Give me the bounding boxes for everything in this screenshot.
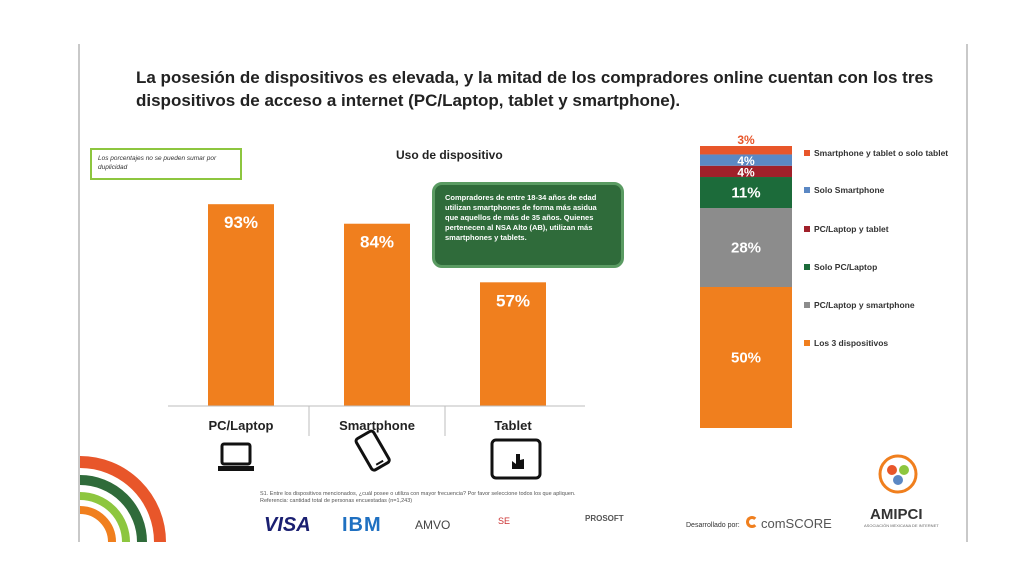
- stack-segment: [700, 287, 792, 428]
- stack-segment: [700, 154, 792, 166]
- legend-item: Los 3 dispositivos: [804, 338, 964, 348]
- bar-tablet: [480, 282, 546, 406]
- category-label: Tablet: [494, 418, 532, 433]
- device-combination-stacked-bar: 50% 28% 11% 4%4% 3%: [700, 133, 792, 428]
- stack-segment: [700, 146, 792, 155]
- slide: La posesión de dispositivos es elevada, …: [78, 44, 968, 542]
- bar-pc-laptop: [208, 204, 274, 406]
- legend-item: PC/Laptop y tablet: [804, 224, 964, 234]
- bar-value-label: 57%: [496, 291, 530, 310]
- slide-title: La posesión de dispositivos es elevada, …: [136, 68, 934, 110]
- category-label: Smartphone: [339, 418, 415, 433]
- legend-swatch: [804, 187, 810, 193]
- bar-value-label: 84%: [360, 233, 394, 252]
- legend-label: Los 3 dispositivos: [814, 338, 889, 348]
- amipci-subtitle: ASOCIACIÓN MEXICANA DE INTERNET: [864, 523, 939, 528]
- smartphone-icon: [354, 429, 391, 472]
- laptop-icon: [218, 442, 254, 471]
- stack-value-label: 50%: [731, 350, 761, 367]
- legend-swatch: [804, 226, 810, 232]
- legend-swatch: [804, 302, 810, 308]
- legend-swatch: [804, 340, 810, 346]
- stack-value-label: 4%: [737, 165, 755, 179]
- prosoft-logo: PROSOFT: [585, 514, 624, 523]
- legend-item: Solo Smartphone: [804, 185, 964, 195]
- se-logo: SE: [498, 516, 511, 526]
- decorative-arcs: [80, 456, 166, 542]
- legend-label: Smartphone y tablet o solo tablet: [814, 148, 949, 158]
- callout-box: Compradores de entre 18-34 años de edad …: [432, 182, 624, 268]
- amvo-logo: AMVO: [415, 518, 451, 532]
- footnote: S1. Entre los dispositivos mencionados, …: [260, 491, 576, 504]
- stack-segment: [700, 208, 792, 287]
- stack-segment: [700, 177, 792, 209]
- bar-smartphone: [344, 223, 410, 406]
- legend-label: Solo PC/Laptop: [814, 262, 878, 272]
- stack-value-label: 28%: [731, 240, 761, 257]
- legend-item: PC/Laptop y smartphone: [804, 300, 964, 310]
- category-label: PC/Laptop: [209, 418, 274, 433]
- comscore-icon: [746, 516, 758, 528]
- legend-item: Solo PC/Laptop: [804, 262, 964, 272]
- legend-swatch: [804, 150, 810, 156]
- chart-title: Uso de dispositivo: [396, 148, 503, 162]
- legend-label: Solo Smartphone: [814, 185, 885, 195]
- amipci-emblem: [878, 454, 918, 494]
- note-box: Los porcentajes no se pueden sumar por d…: [90, 148, 242, 180]
- stack-value-label: 11%: [731, 185, 760, 202]
- legend-item: Smartphone y tablet o solo tablet: [804, 148, 964, 158]
- legend-label: PC/Laptop y smartphone: [814, 300, 915, 310]
- stack-value-label: 3%: [737, 133, 755, 147]
- developed-by-label: Desarrollado por:: [686, 522, 740, 529]
- ibm-logo: IBM: [342, 514, 382, 536]
- tablet-icon: [490, 438, 542, 480]
- partner-logos: VISA IBM AMVO SE PROSOFT Desarrollado po…: [80, 506, 966, 542]
- comscore-logo: comSCORE: [761, 516, 832, 531]
- stack-value-label: 4%: [737, 154, 755, 168]
- bar-value-label: 93%: [224, 213, 258, 232]
- amipci-logo: AMIPCI: [870, 506, 923, 523]
- legend-label: PC/Laptop y tablet: [814, 224, 889, 234]
- visa-logo: VISA: [264, 514, 311, 536]
- legend-swatch: [804, 264, 810, 270]
- device-bar-chart: 93% PC/Laptop 84% Smartphone 57% Tablet: [168, 204, 585, 480]
- stack-segment: [700, 165, 792, 178]
